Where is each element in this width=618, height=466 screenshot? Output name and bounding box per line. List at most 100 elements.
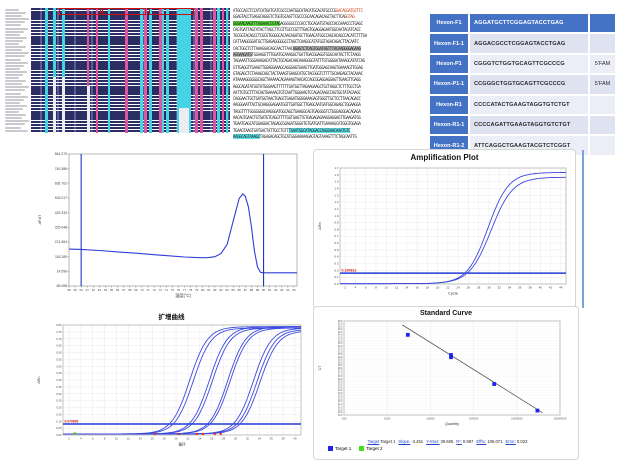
sequence-label xyxy=(5,36,27,39)
sequence-line: ATGCCACCTCCATCATGATCATCGCCCAATGGCATACATG… xyxy=(233,8,423,14)
svg-text:20: 20 xyxy=(436,286,440,290)
sequence-line: TAGGTTTTGGGGGGGCAAGGGATGGCAGCTGAAGGCAGTG… xyxy=(233,109,423,115)
sequence-label xyxy=(5,92,21,95)
primer-label-cell xyxy=(589,114,616,136)
svg-text:31.5: 31.5 xyxy=(338,348,343,351)
svg-text:58: 58 xyxy=(67,288,71,292)
stat-label-link[interactable]: Error: xyxy=(505,439,516,444)
svg-text:10: 10 xyxy=(385,286,389,290)
svg-text:0.5: 0.5 xyxy=(334,248,339,252)
svg-text:1.7: 1.7 xyxy=(334,166,339,170)
alignment-row xyxy=(31,79,230,83)
stat-label-link[interactable]: Eff%: xyxy=(476,439,487,444)
svg-text:59: 59 xyxy=(73,288,77,292)
alignment-row xyxy=(31,86,230,89)
ct-flag-marker xyxy=(195,432,198,435)
legend-item[interactable]: Target 2 xyxy=(359,446,383,451)
svg-text:28.0: 28.0 xyxy=(338,367,343,370)
alignment-row xyxy=(31,33,230,36)
sequence-label xyxy=(5,24,21,27)
alignment-row xyxy=(31,95,230,98)
svg-text:14.596: 14.596 xyxy=(57,270,67,274)
conserved-column-cyan xyxy=(140,8,144,133)
sequence-label xyxy=(5,52,29,55)
highlighted-segment-red: GTAG xyxy=(346,14,355,20)
x-axis-label: 循环 xyxy=(178,442,186,447)
alignment-row xyxy=(31,76,230,80)
svg-text:1000: 1000 xyxy=(384,417,391,421)
variant-column-pink xyxy=(95,8,99,133)
svg-text:32.5: 32.5 xyxy=(338,342,343,345)
alignment-row xyxy=(31,11,230,14)
legend-item[interactable]: Target 1 xyxy=(328,446,351,451)
sequence-label xyxy=(5,111,19,114)
svg-text:0.10: 0.10 xyxy=(56,419,62,423)
alignment-row xyxy=(31,14,230,17)
legend-label: Target 1 xyxy=(335,446,352,451)
table-row: Hexon-F1 AGGATGCTTCGGAGTACCTGAG xyxy=(429,13,616,34)
alignment-row xyxy=(31,126,230,130)
stat-label-link[interactable]: Target xyxy=(367,439,380,444)
table-row: Hexon-F1-1 AGGACGCCTCGGAGTACCTGAG xyxy=(429,33,616,54)
stat-label-link[interactable]: Slope: xyxy=(398,439,411,444)
sequence-label xyxy=(5,98,24,101)
svg-text:32: 32 xyxy=(246,437,249,441)
primer-sequence-cell: CCCCAGATTGAAGTAGGTGTCTGT xyxy=(469,114,589,136)
amplification-series xyxy=(63,327,301,435)
alignment-row xyxy=(31,36,230,39)
alignment-row xyxy=(31,39,230,42)
primer-label-cell: 5'FAM xyxy=(589,74,616,95)
sequence-segment: AACAGTGAACTGTGATGTCAGGTTTTGGTGAGTTGTGAGA… xyxy=(233,115,361,121)
alignment-panel xyxy=(5,8,230,133)
y-axis-label: -dF/dT xyxy=(38,214,42,225)
stat-value: 0.997 xyxy=(462,439,474,444)
stat-label-link[interactable]: R²: xyxy=(456,439,462,444)
primer-sequence-cell: AGGACGCCTCGGAGTACCTGAG xyxy=(469,33,589,54)
sequence-label xyxy=(5,129,28,132)
primer-region-box xyxy=(101,8,147,15)
svg-text:95: 95 xyxy=(292,288,296,292)
svg-text:740.386: 740.386 xyxy=(55,167,67,171)
gap-column-white xyxy=(86,85,90,133)
amp-curve-cn-title: 扩增曲线 xyxy=(158,314,185,321)
sequence-segment: TGGAAGGTTTGGATGCAAAGGCTGATTGACGGAGGTGGGC… xyxy=(251,52,361,58)
svg-text:65: 65 xyxy=(110,288,114,292)
primer-label-cell xyxy=(589,33,616,54)
sequence-segment: TAGAAATTGGGAAAGACATTACTGCAGACAACAAAGGGGT… xyxy=(233,58,365,64)
sequence-line: AACAGTGAACTGTGATGTCAGGTTTTGGTGAGTTGTGAGA… xyxy=(233,115,423,121)
svg-text:221.964: 221.964 xyxy=(55,240,67,244)
conserved-column-cyan xyxy=(225,8,229,133)
primer-sequence-cell: CCCCATACTGAAGTAGGTGTCTGT xyxy=(469,94,589,115)
gap-column-white xyxy=(62,76,66,133)
svg-text:72: 72 xyxy=(153,288,157,292)
svg-text:0.05: 0.05 xyxy=(56,426,62,430)
sequence-line: CAGGAACTGCTGATGGTAACTGAGCTGAGATGGGGAAAGA… xyxy=(233,96,423,102)
highlighted-segment-red: GACAGGATGCTTC xyxy=(335,8,363,13)
svg-text:10: 10 xyxy=(115,437,118,441)
plot-border xyxy=(343,320,561,416)
svg-text:0.25: 0.25 xyxy=(56,399,62,403)
sequence-line: TAGAAATTGGGAAAGACATTACTGCAGACAACAAAGGGGT… xyxy=(233,58,423,64)
amplification-series xyxy=(63,326,301,435)
svg-text:36: 36 xyxy=(270,437,273,441)
svg-text:118.280: 118.280 xyxy=(55,255,67,259)
svg-text:0.8: 0.8 xyxy=(334,227,339,231)
svg-text:83: 83 xyxy=(219,288,223,292)
svg-text:6: 6 xyxy=(92,437,94,441)
stat-label-link[interactable]: Y-Inter: xyxy=(426,439,440,444)
svg-text:36: 36 xyxy=(518,286,522,290)
svg-text:0.0: 0.0 xyxy=(334,282,339,286)
sequence-segment: TAGAGACAGCTGCATGGGAAAAAGAGTAGTAAAGTTTCTA… xyxy=(259,133,357,139)
svg-text:23.0: 23.0 xyxy=(338,395,343,398)
svg-text:42: 42 xyxy=(549,286,553,290)
standard-point xyxy=(535,408,540,413)
svg-text:19.5: 19.5 xyxy=(338,414,343,417)
svg-text:68: 68 xyxy=(128,288,132,292)
svg-text:27.5: 27.5 xyxy=(338,370,343,373)
svg-text:40: 40 xyxy=(294,437,297,441)
sequence-segment: CAGTGATTAGTATACTTAGCTTCGTTGCCCGTTTGAGTGG… xyxy=(233,26,361,32)
vertical-divider xyxy=(582,150,584,308)
sequence-label xyxy=(5,21,25,24)
svg-text:34: 34 xyxy=(508,286,512,290)
